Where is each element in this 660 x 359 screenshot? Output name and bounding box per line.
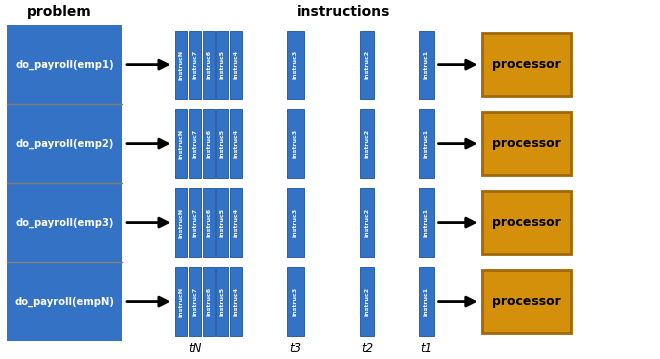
Text: instruc5: instruc5 bbox=[220, 129, 225, 158]
Bar bbox=[230, 109, 242, 178]
Bar bbox=[419, 31, 434, 99]
Bar bbox=[419, 267, 434, 336]
Text: instruc4: instruc4 bbox=[234, 129, 239, 158]
Text: do_payroll(empN): do_payroll(empN) bbox=[15, 297, 114, 307]
Text: instruc6: instruc6 bbox=[206, 50, 211, 79]
Bar bbox=[189, 31, 201, 99]
Bar bbox=[287, 109, 304, 178]
Text: instruc4: instruc4 bbox=[234, 50, 239, 79]
Text: instruc4: instruc4 bbox=[234, 208, 239, 237]
Text: instruc5: instruc5 bbox=[220, 50, 225, 79]
Text: instruc4: instruc4 bbox=[234, 287, 239, 316]
Bar bbox=[175, 31, 187, 99]
Text: instruc7: instruc7 bbox=[192, 287, 197, 316]
Text: instruc2: instruc2 bbox=[364, 287, 370, 316]
Bar bbox=[482, 270, 571, 333]
Bar bbox=[360, 109, 374, 178]
Bar bbox=[419, 109, 434, 178]
Text: processor: processor bbox=[492, 58, 561, 71]
Text: instrucN: instrucN bbox=[178, 50, 183, 80]
Text: instruc6: instruc6 bbox=[206, 208, 211, 237]
Text: do_payroll(emp3): do_payroll(emp3) bbox=[15, 218, 114, 228]
Bar bbox=[360, 267, 374, 336]
Bar bbox=[287, 31, 304, 99]
Text: processor: processor bbox=[492, 137, 561, 150]
Text: tN: tN bbox=[188, 342, 201, 355]
Text: instruc1: instruc1 bbox=[424, 129, 429, 158]
Text: do_payroll(emp2): do_payroll(emp2) bbox=[15, 139, 114, 149]
Bar bbox=[203, 109, 214, 178]
Text: instruc5: instruc5 bbox=[220, 287, 225, 316]
Bar bbox=[230, 188, 242, 257]
Bar bbox=[216, 188, 228, 257]
Text: instruc3: instruc3 bbox=[293, 208, 298, 237]
Bar bbox=[203, 267, 214, 336]
Text: t3: t3 bbox=[289, 342, 301, 355]
Text: instruc3: instruc3 bbox=[293, 129, 298, 158]
Bar bbox=[203, 31, 214, 99]
Text: t1: t1 bbox=[420, 342, 432, 355]
Text: instruc2: instruc2 bbox=[364, 208, 370, 237]
Bar bbox=[216, 267, 228, 336]
Bar bbox=[287, 267, 304, 336]
Bar bbox=[189, 109, 201, 178]
Text: instruc1: instruc1 bbox=[424, 287, 429, 316]
Text: instrucN: instrucN bbox=[178, 129, 183, 159]
Text: processor: processor bbox=[492, 216, 561, 229]
Bar bbox=[287, 188, 304, 257]
Bar bbox=[419, 188, 434, 257]
Bar bbox=[189, 188, 201, 257]
Text: instruc1: instruc1 bbox=[424, 50, 429, 79]
Bar bbox=[360, 31, 374, 99]
Bar bbox=[175, 188, 187, 257]
Bar bbox=[189, 267, 201, 336]
Bar bbox=[216, 109, 228, 178]
Text: instruc7: instruc7 bbox=[192, 50, 197, 79]
Text: instruc7: instruc7 bbox=[192, 129, 197, 158]
Text: instruc2: instruc2 bbox=[364, 129, 370, 158]
Text: processor: processor bbox=[492, 295, 561, 308]
Bar bbox=[360, 188, 374, 257]
Text: instructions: instructions bbox=[296, 5, 390, 19]
Text: instrucN: instrucN bbox=[178, 208, 183, 238]
Text: do_payroll(emp1): do_payroll(emp1) bbox=[15, 60, 114, 70]
Text: instrucN: instrucN bbox=[178, 286, 183, 317]
Text: instruc3: instruc3 bbox=[293, 50, 298, 79]
Bar bbox=[230, 31, 242, 99]
Text: instruc1: instruc1 bbox=[424, 208, 429, 237]
Bar bbox=[216, 31, 228, 99]
Text: instruc5: instruc5 bbox=[220, 208, 225, 237]
Bar bbox=[482, 112, 571, 175]
Text: instruc7: instruc7 bbox=[192, 208, 197, 237]
Bar bbox=[203, 188, 214, 257]
Bar bbox=[482, 33, 571, 96]
Bar bbox=[230, 267, 242, 336]
Text: instruc2: instruc2 bbox=[364, 50, 370, 79]
Text: problem: problem bbox=[27, 5, 92, 19]
Bar bbox=[175, 267, 187, 336]
Text: instruc6: instruc6 bbox=[206, 287, 211, 316]
Bar bbox=[175, 109, 187, 178]
Text: t2: t2 bbox=[361, 342, 373, 355]
Text: instruc3: instruc3 bbox=[293, 287, 298, 316]
Text: instruc6: instruc6 bbox=[206, 129, 211, 158]
Bar bbox=[482, 191, 571, 254]
Bar bbox=[7, 25, 122, 341]
